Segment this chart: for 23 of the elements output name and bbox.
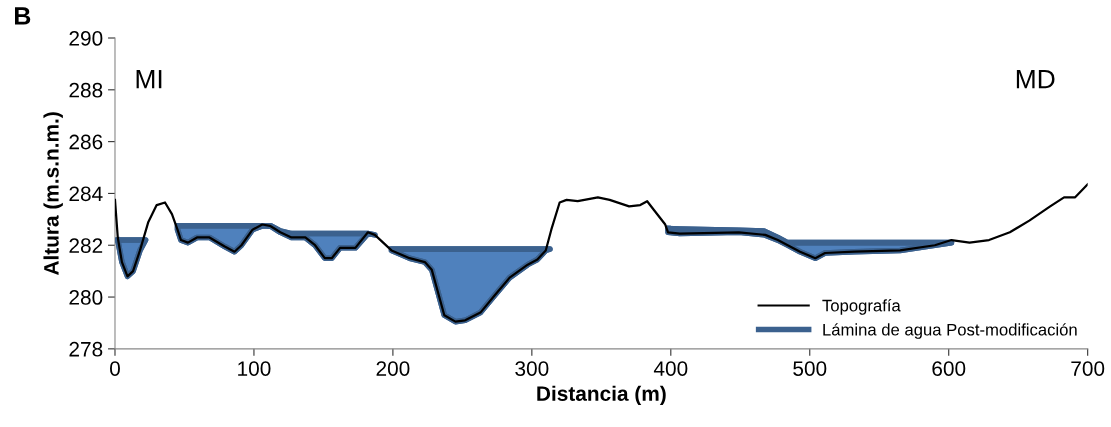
annotation: MD <box>1016 70 1055 89</box>
x-tick-label: 300 <box>515 361 549 376</box>
x-tick-label: 400 <box>653 361 688 376</box>
text: B <box>15 7 31 25</box>
x-axis-title: Distancia (m) <box>537 385 666 406</box>
y-tick-label: 278 <box>69 341 103 357</box>
x-tick-label: 100 <box>238 361 271 376</box>
y-tick-label: 288 <box>69 82 103 98</box>
y-tick-label: 282 <box>69 238 103 253</box>
x-tick-label: 600 <box>932 361 966 376</box>
annotation: MI <box>136 70 162 89</box>
y-axis-title: Altura (m.s.n.m.) <box>43 112 63 276</box>
y-tick-label: 286 <box>69 134 103 150</box>
x-tick-label: 500 <box>793 361 827 376</box>
x-tick-label: 700 <box>1071 361 1105 376</box>
legend-label: Topografía <box>822 299 901 315</box>
x-tick-label: 0 <box>110 361 120 376</box>
y-tick-label: 284 <box>69 186 103 202</box>
y-tick-label: 290 <box>69 31 103 46</box>
legend-label: Lámina de agua Post-modificación <box>823 323 1077 339</box>
line-series <box>114 183 1088 323</box>
x-tick-label: 200 <box>376 361 410 376</box>
y-tick-label: 280 <box>69 290 103 305</box>
